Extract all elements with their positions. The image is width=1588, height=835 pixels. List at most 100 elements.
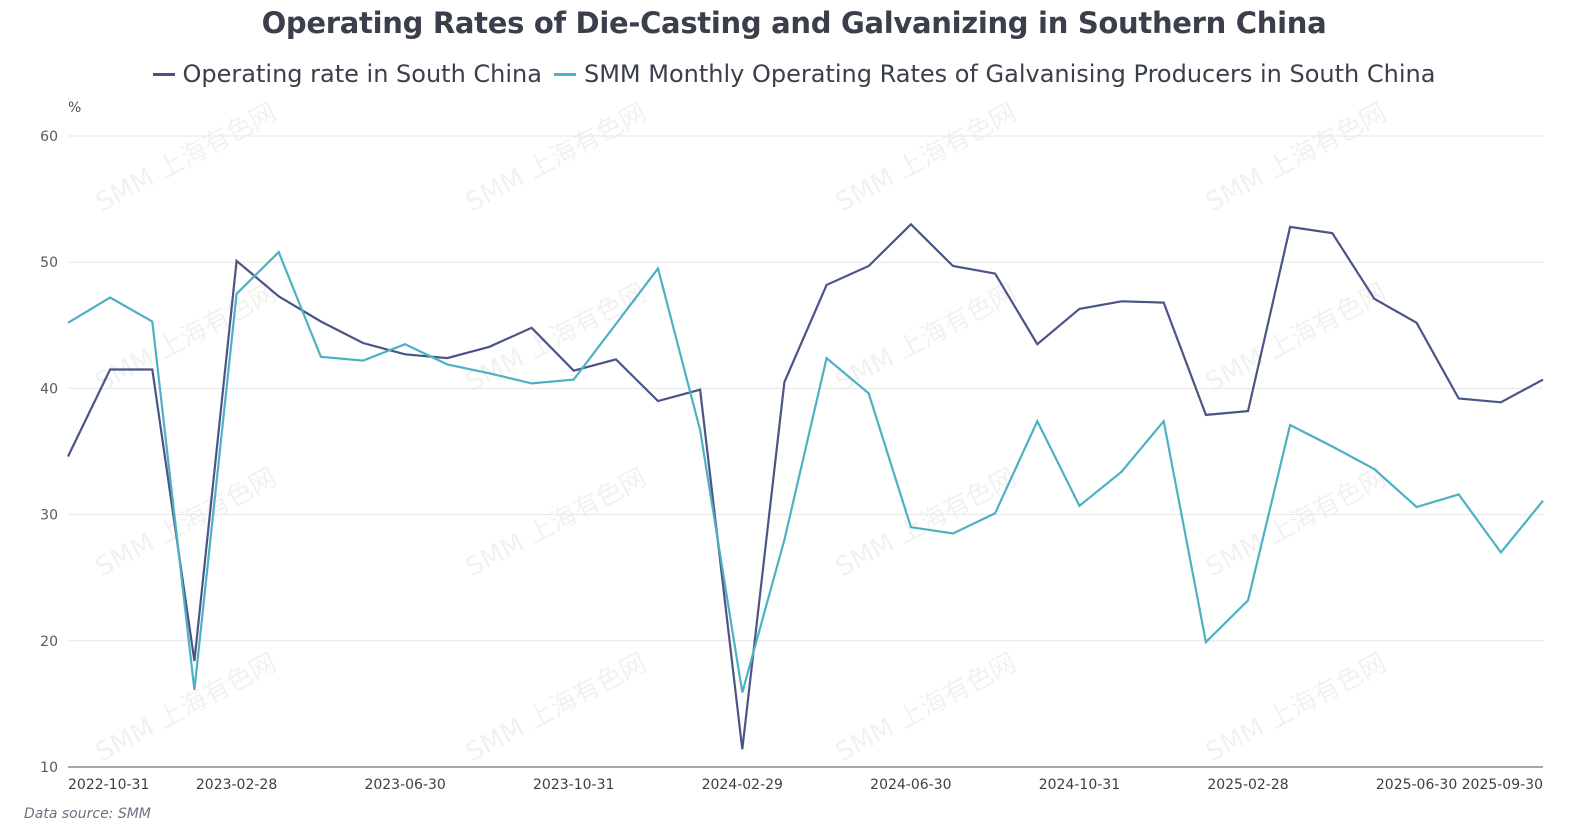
data-point <box>824 355 830 361</box>
data-point <box>1245 408 1251 414</box>
legend-label-operating-rate: Operating rate in South China <box>182 60 542 88</box>
x-tick-label: 2024-06-30 <box>870 777 951 793</box>
x-tick-label: 2023-10-31 <box>533 777 614 793</box>
data-point <box>571 368 577 374</box>
watermark-text: SMM 上海有色网 <box>831 278 1021 398</box>
data-point <box>992 271 998 277</box>
data-point <box>1371 466 1377 472</box>
data-point <box>1329 230 1335 236</box>
x-tick-label: 2025-09-30 <box>1462 777 1543 793</box>
data-point <box>613 321 619 327</box>
y-tick-label: 30 <box>40 508 58 524</box>
data-point <box>360 358 366 364</box>
chart-title: Operating Rates of Die-Casting and Galva… <box>261 6 1327 40</box>
data-point <box>486 344 492 350</box>
data-point <box>234 291 240 297</box>
watermark-text: SMM 上海有色网 <box>831 98 1021 218</box>
x-tick-label: 2024-02-29 <box>702 777 783 793</box>
data-point <box>107 295 113 301</box>
gridlines <box>68 135 1543 642</box>
watermark-text: SMM 上海有色网 <box>1201 98 1391 218</box>
data-point <box>191 687 197 693</box>
data-point <box>1245 597 1251 603</box>
data-point <box>1329 443 1335 449</box>
y-tick-label: 10 <box>40 760 58 776</box>
data-point <box>276 293 282 299</box>
y-axis-unit-label: % <box>68 100 82 116</box>
watermark-text: SMM 上海有色网 <box>91 278 281 398</box>
data-point <box>739 690 745 696</box>
watermark-text: SMM 上海有色网 <box>91 648 281 768</box>
data-point <box>1414 320 1420 326</box>
data-point <box>1371 296 1377 302</box>
data-point <box>1119 469 1125 475</box>
data-point <box>1498 399 1504 405</box>
legend-label-galvanising: SMM Monthly Operating Rates of Galvanisi… <box>583 60 1436 88</box>
x-tick-label: 2023-06-30 <box>364 777 445 793</box>
data-point <box>908 221 914 227</box>
series-line-0 <box>67 222 1544 750</box>
data-point <box>276 249 282 255</box>
data-point <box>1161 418 1167 424</box>
data-point <box>318 354 324 360</box>
data-point <box>781 537 787 543</box>
watermark-text: SMM 上海有色网 <box>1201 278 1391 398</box>
data-point <box>1034 418 1040 424</box>
data-point <box>1498 549 1504 555</box>
data-point <box>1414 504 1420 510</box>
data-point <box>613 356 619 362</box>
legend-swatch-operating-rate <box>152 72 175 76</box>
watermark-text: SMM 上海有色网 <box>1201 648 1391 768</box>
data-point <box>697 427 703 433</box>
x-axis-ticks: 2022-10-31 2023-02-28 2023-06-30 2023-10-31… <box>68 777 1543 793</box>
data-point <box>1456 395 1462 401</box>
data-point <box>234 258 240 264</box>
data-point <box>697 387 703 393</box>
data-point <box>444 355 450 361</box>
data-point <box>1203 639 1209 645</box>
data-point <box>866 263 872 269</box>
data-point <box>1076 306 1082 312</box>
watermark-text: SMM 上海有色网 <box>461 278 651 398</box>
data-point <box>824 282 830 288</box>
data-point <box>781 379 787 385</box>
data-point <box>1076 503 1082 509</box>
data-point <box>908 524 914 530</box>
watermark-text: SMM 上海有色网 <box>1201 463 1391 583</box>
data-point <box>1540 498 1546 504</box>
data-point <box>1456 491 1462 497</box>
data-point <box>149 366 155 372</box>
data-point <box>402 341 408 347</box>
watermark-text: SMM 上海有色网 <box>91 463 281 583</box>
watermark-text: SMM 上海有色网 <box>91 98 281 218</box>
data-point <box>360 340 366 346</box>
y-tick-label: 50 <box>40 255 58 271</box>
data-point <box>866 390 872 396</box>
data-point <box>1203 412 1209 418</box>
watermark-text: SMM 上海有色网 <box>461 463 651 583</box>
series-line-1 <box>67 250 1544 693</box>
x-tick-label: 2023-02-28 <box>196 777 277 793</box>
x-tick-label: 2022-10-31 <box>68 777 149 793</box>
y-tick-label: 40 <box>40 381 58 397</box>
legend-item-galvanising[interactable]: SMM Monthly Operating Rates of Galvanisi… <box>553 60 1436 88</box>
data-point <box>402 351 408 357</box>
watermark-text: SMM 上海有色网 <box>831 648 1021 768</box>
watermark-text: SMM 上海有色网 <box>461 98 651 218</box>
legend-item-operating-rate[interactable]: Operating rate in South China <box>152 60 542 88</box>
data-point <box>655 398 661 404</box>
watermark-text: SMM 上海有色网 <box>831 463 1021 583</box>
y-axis-ticks: 10 20 30 40 50 60 <box>40 129 58 776</box>
data-point <box>1540 377 1546 383</box>
y-tick-label: 60 <box>40 129 58 145</box>
x-tick-label: 2025-02-28 <box>1207 777 1288 793</box>
data-point <box>107 366 113 372</box>
watermark-text: SMM 上海有色网 <box>461 648 651 768</box>
data-point <box>486 370 492 376</box>
x-tick-label: 2025-06-30 <box>1376 777 1457 793</box>
data-point <box>65 320 71 326</box>
data-point <box>65 454 71 460</box>
x-tick-label: 2024-10-31 <box>1039 777 1120 793</box>
data-point <box>739 746 745 752</box>
data-point <box>950 263 956 269</box>
